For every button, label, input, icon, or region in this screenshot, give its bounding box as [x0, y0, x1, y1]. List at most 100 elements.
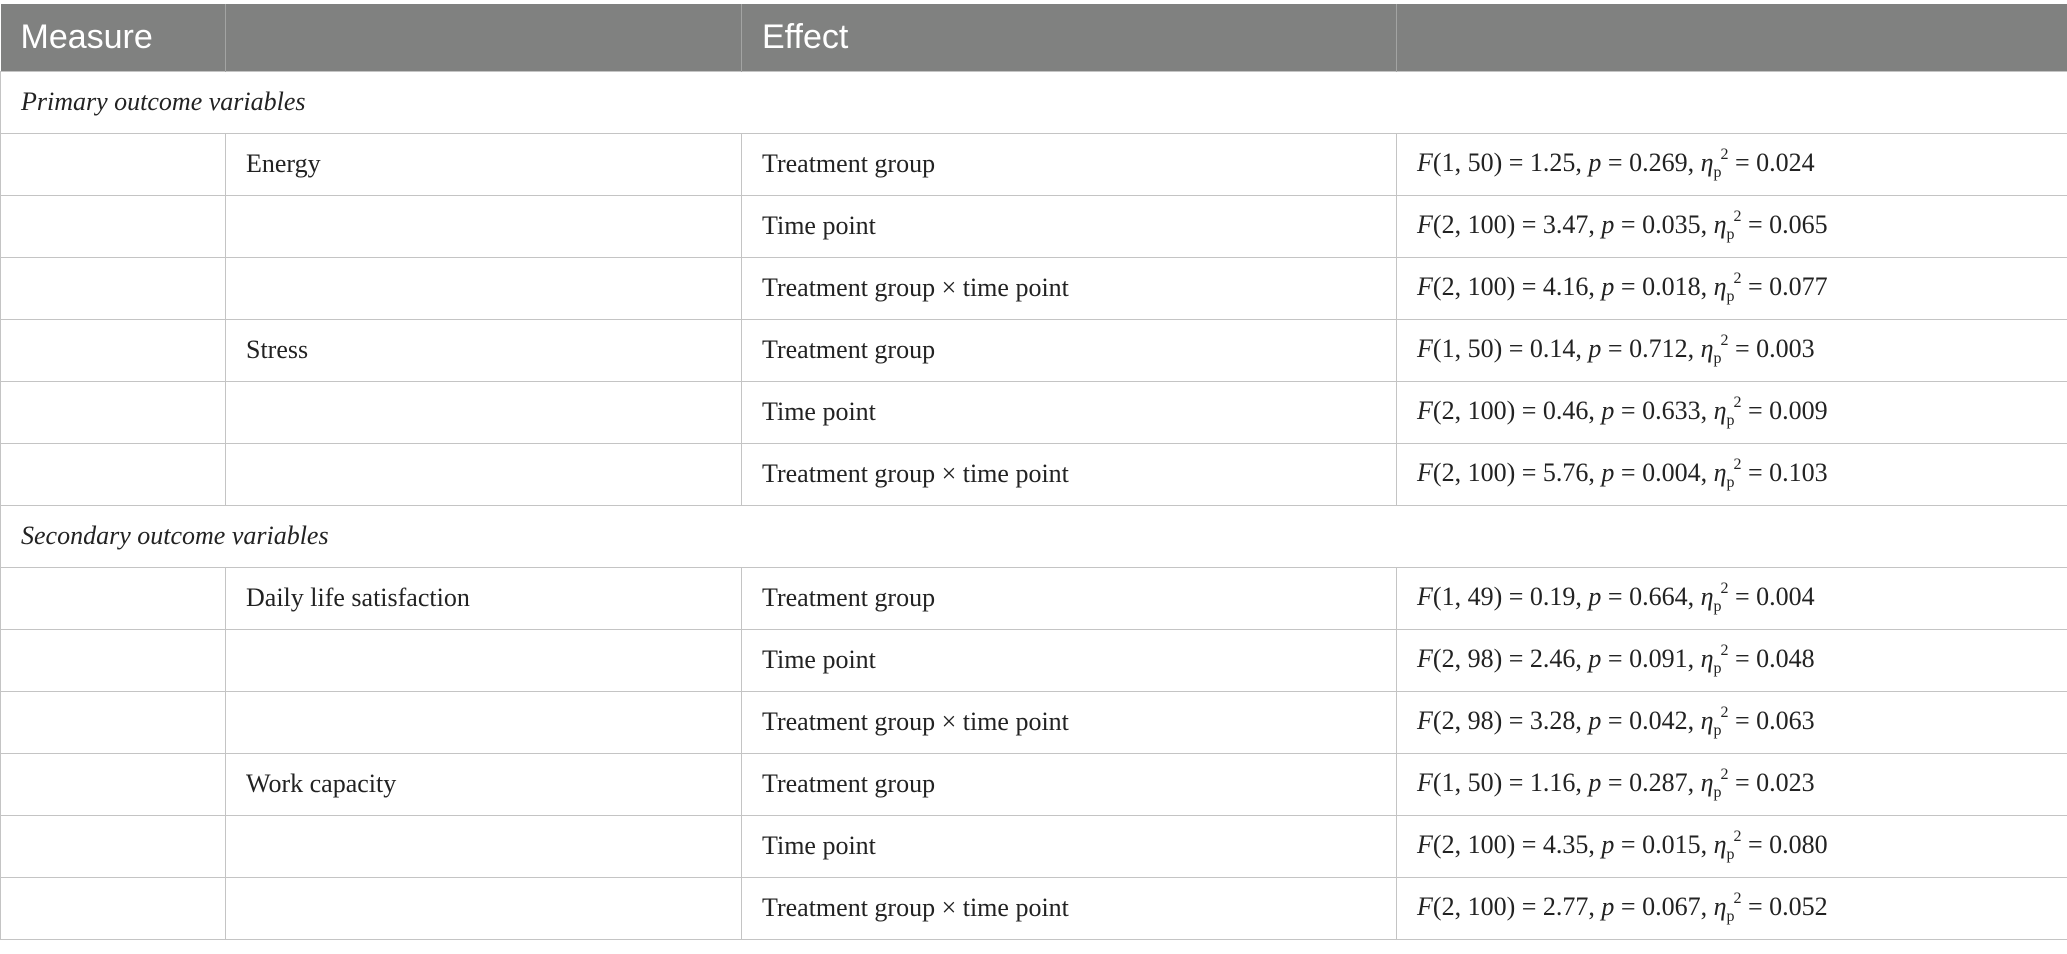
eta-subscript: p — [1726, 846, 1735, 863]
measure-cell — [225, 194, 742, 258]
eta-symbol: η — [1700, 768, 1714, 797]
p-value: 0.042 — [1629, 706, 1688, 735]
f-symbol: F — [1417, 768, 1433, 797]
eta-value: 0.063 — [1756, 706, 1815, 735]
degrees-of-freedom: 2, 98 — [1441, 644, 1494, 673]
eta-superscript: 2 — [1733, 828, 1742, 845]
p-symbol: p — [1601, 210, 1615, 239]
eta-value: 0.009 — [1769, 396, 1828, 425]
p-value: 0.015 — [1642, 830, 1701, 859]
section-label: Primary outcome variables — [0, 70, 2067, 134]
eta-subscript: p — [1713, 598, 1722, 615]
blank-cell — [0, 132, 226, 196]
blank-cell — [0, 256, 226, 320]
statistic-cell: F(2, 100) = 2.77, p = 0.067, ηp2 = 0.052 — [1396, 876, 2067, 940]
eta-value: 0.023 — [1756, 768, 1815, 797]
statistic-cell: F(1, 49) = 0.19, p = 0.664, ηp2 = 0.004 — [1396, 566, 2067, 630]
p-value: 0.004 — [1642, 458, 1701, 487]
eta-subscript: p — [1726, 908, 1735, 925]
statistic-cell: F(1, 50) = 1.25, p = 0.269, ηp2 = 0.024 — [1396, 132, 2067, 196]
eta-value: 0.080 — [1769, 830, 1828, 859]
eta-value: 0.065 — [1769, 210, 1828, 239]
p-symbol: p — [1588, 334, 1602, 363]
measure-cell — [225, 442, 742, 506]
f-symbol: F — [1417, 272, 1433, 301]
f-value: 0.46 — [1542, 396, 1589, 425]
statistic-cell: F(1, 50) = 1.16, p = 0.287, ηp2 = 0.023 — [1396, 752, 2067, 816]
f-value: 3.47 — [1542, 210, 1589, 239]
eta-symbol: η — [1713, 272, 1727, 301]
degrees-of-freedom: 2, 100 — [1441, 210, 1507, 239]
f-value: 1.16 — [1529, 768, 1576, 797]
eta-value: 0.004 — [1756, 582, 1815, 611]
table-row: Time point F(2, 100) = 4.35, p = 0.015, η… — [0, 814, 2067, 878]
measure-cell: Stress — [225, 318, 742, 382]
f-symbol: F — [1417, 148, 1433, 177]
f-value: 2.46 — [1529, 644, 1576, 673]
eta-symbol: η — [1713, 210, 1727, 239]
eta-subscript: p — [1713, 164, 1722, 181]
eta-superscript: 2 — [1733, 208, 1742, 225]
statistic-cell: F(2, 100) = 3.47, p = 0.035, ηp2 = 0.065 — [1396, 194, 2067, 258]
effect-cell: Treatment group — [741, 566, 1397, 630]
measure-cell — [225, 876, 742, 940]
table-row: Treatment group × time point F(2, 98) = 3… — [0, 690, 2067, 754]
statistic-cell: F(1, 50) = 0.14, p = 0.712, ηp2 = 0.003 — [1396, 318, 2067, 382]
eta-value: 0.003 — [1756, 334, 1815, 363]
effect-cell: Time point — [741, 380, 1397, 444]
eta-subscript: p — [1726, 226, 1735, 243]
degrees-of-freedom: 1, 50 — [1441, 768, 1494, 797]
blank-cell — [0, 442, 226, 506]
statistic-cell: F(2, 100) = 0.46, p = 0.633, ηp2 = 0.009 — [1396, 380, 2067, 444]
eta-symbol: η — [1713, 830, 1727, 859]
statistics-table: Measure Effect Primary outcome variables… — [0, 4, 2067, 940]
section-row: Primary outcome variables — [0, 70, 2067, 134]
table-row: Daily life satisfaction Treatment group F(… — [0, 566, 2067, 630]
f-symbol: F — [1417, 892, 1433, 921]
effect-cell: Treatment group — [741, 132, 1397, 196]
effect-cell: Treatment group × time point — [741, 876, 1397, 940]
effect-cell: Time point — [741, 814, 1397, 878]
blank-cell — [0, 876, 226, 940]
p-value: 0.091 — [1629, 644, 1688, 673]
p-value: 0.269 — [1629, 148, 1688, 177]
effect-cell: Treatment group × time point — [741, 690, 1397, 754]
eta-symbol: η — [1700, 582, 1714, 611]
eta-symbol: η — [1713, 458, 1727, 487]
eta-superscript: 2 — [1720, 704, 1729, 721]
f-symbol: F — [1417, 210, 1433, 239]
p-symbol: p — [1601, 396, 1615, 425]
measure-cell — [225, 628, 742, 692]
blank-cell — [0, 318, 226, 382]
table-row: Time point F(2, 100) = 0.46, p = 0.633, η… — [0, 380, 2067, 444]
eta-value: 0.077 — [1769, 272, 1828, 301]
eta-superscript: 2 — [1720, 580, 1729, 597]
blank-cell — [0, 814, 226, 878]
table-row: Work capacity Treatment group F(1, 50) = 1… — [0, 752, 2067, 816]
eta-symbol: η — [1700, 706, 1714, 735]
effect-cell: Treatment group × time point — [741, 442, 1397, 506]
p-value: 0.067 — [1642, 892, 1701, 921]
eta-subscript: p — [1726, 412, 1735, 429]
measure-cell: Daily life satisfaction — [225, 566, 742, 630]
degrees-of-freedom: 2, 100 — [1441, 458, 1507, 487]
eta-symbol: η — [1713, 396, 1727, 425]
effect-cell: Treatment group — [741, 318, 1397, 382]
p-value: 0.712 — [1629, 334, 1688, 363]
degrees-of-freedom: 2, 98 — [1441, 706, 1494, 735]
p-symbol: p — [1588, 148, 1602, 177]
header-measure: Measure — [0, 4, 226, 71]
degrees-of-freedom: 2, 100 — [1441, 396, 1507, 425]
blank-cell — [0, 690, 226, 754]
eta-subscript: p — [1713, 350, 1722, 367]
eta-symbol: η — [1700, 148, 1714, 177]
p-symbol: p — [1588, 768, 1602, 797]
eta-superscript: 2 — [1720, 332, 1729, 349]
eta-subscript: p — [1726, 474, 1735, 491]
header-statistics — [1396, 4, 2067, 71]
measure-cell — [225, 380, 742, 444]
eta-value: 0.052 — [1769, 892, 1828, 921]
measure-cell — [225, 814, 742, 878]
eta-value: 0.024 — [1756, 148, 1815, 177]
f-value: 2.77 — [1542, 892, 1589, 921]
